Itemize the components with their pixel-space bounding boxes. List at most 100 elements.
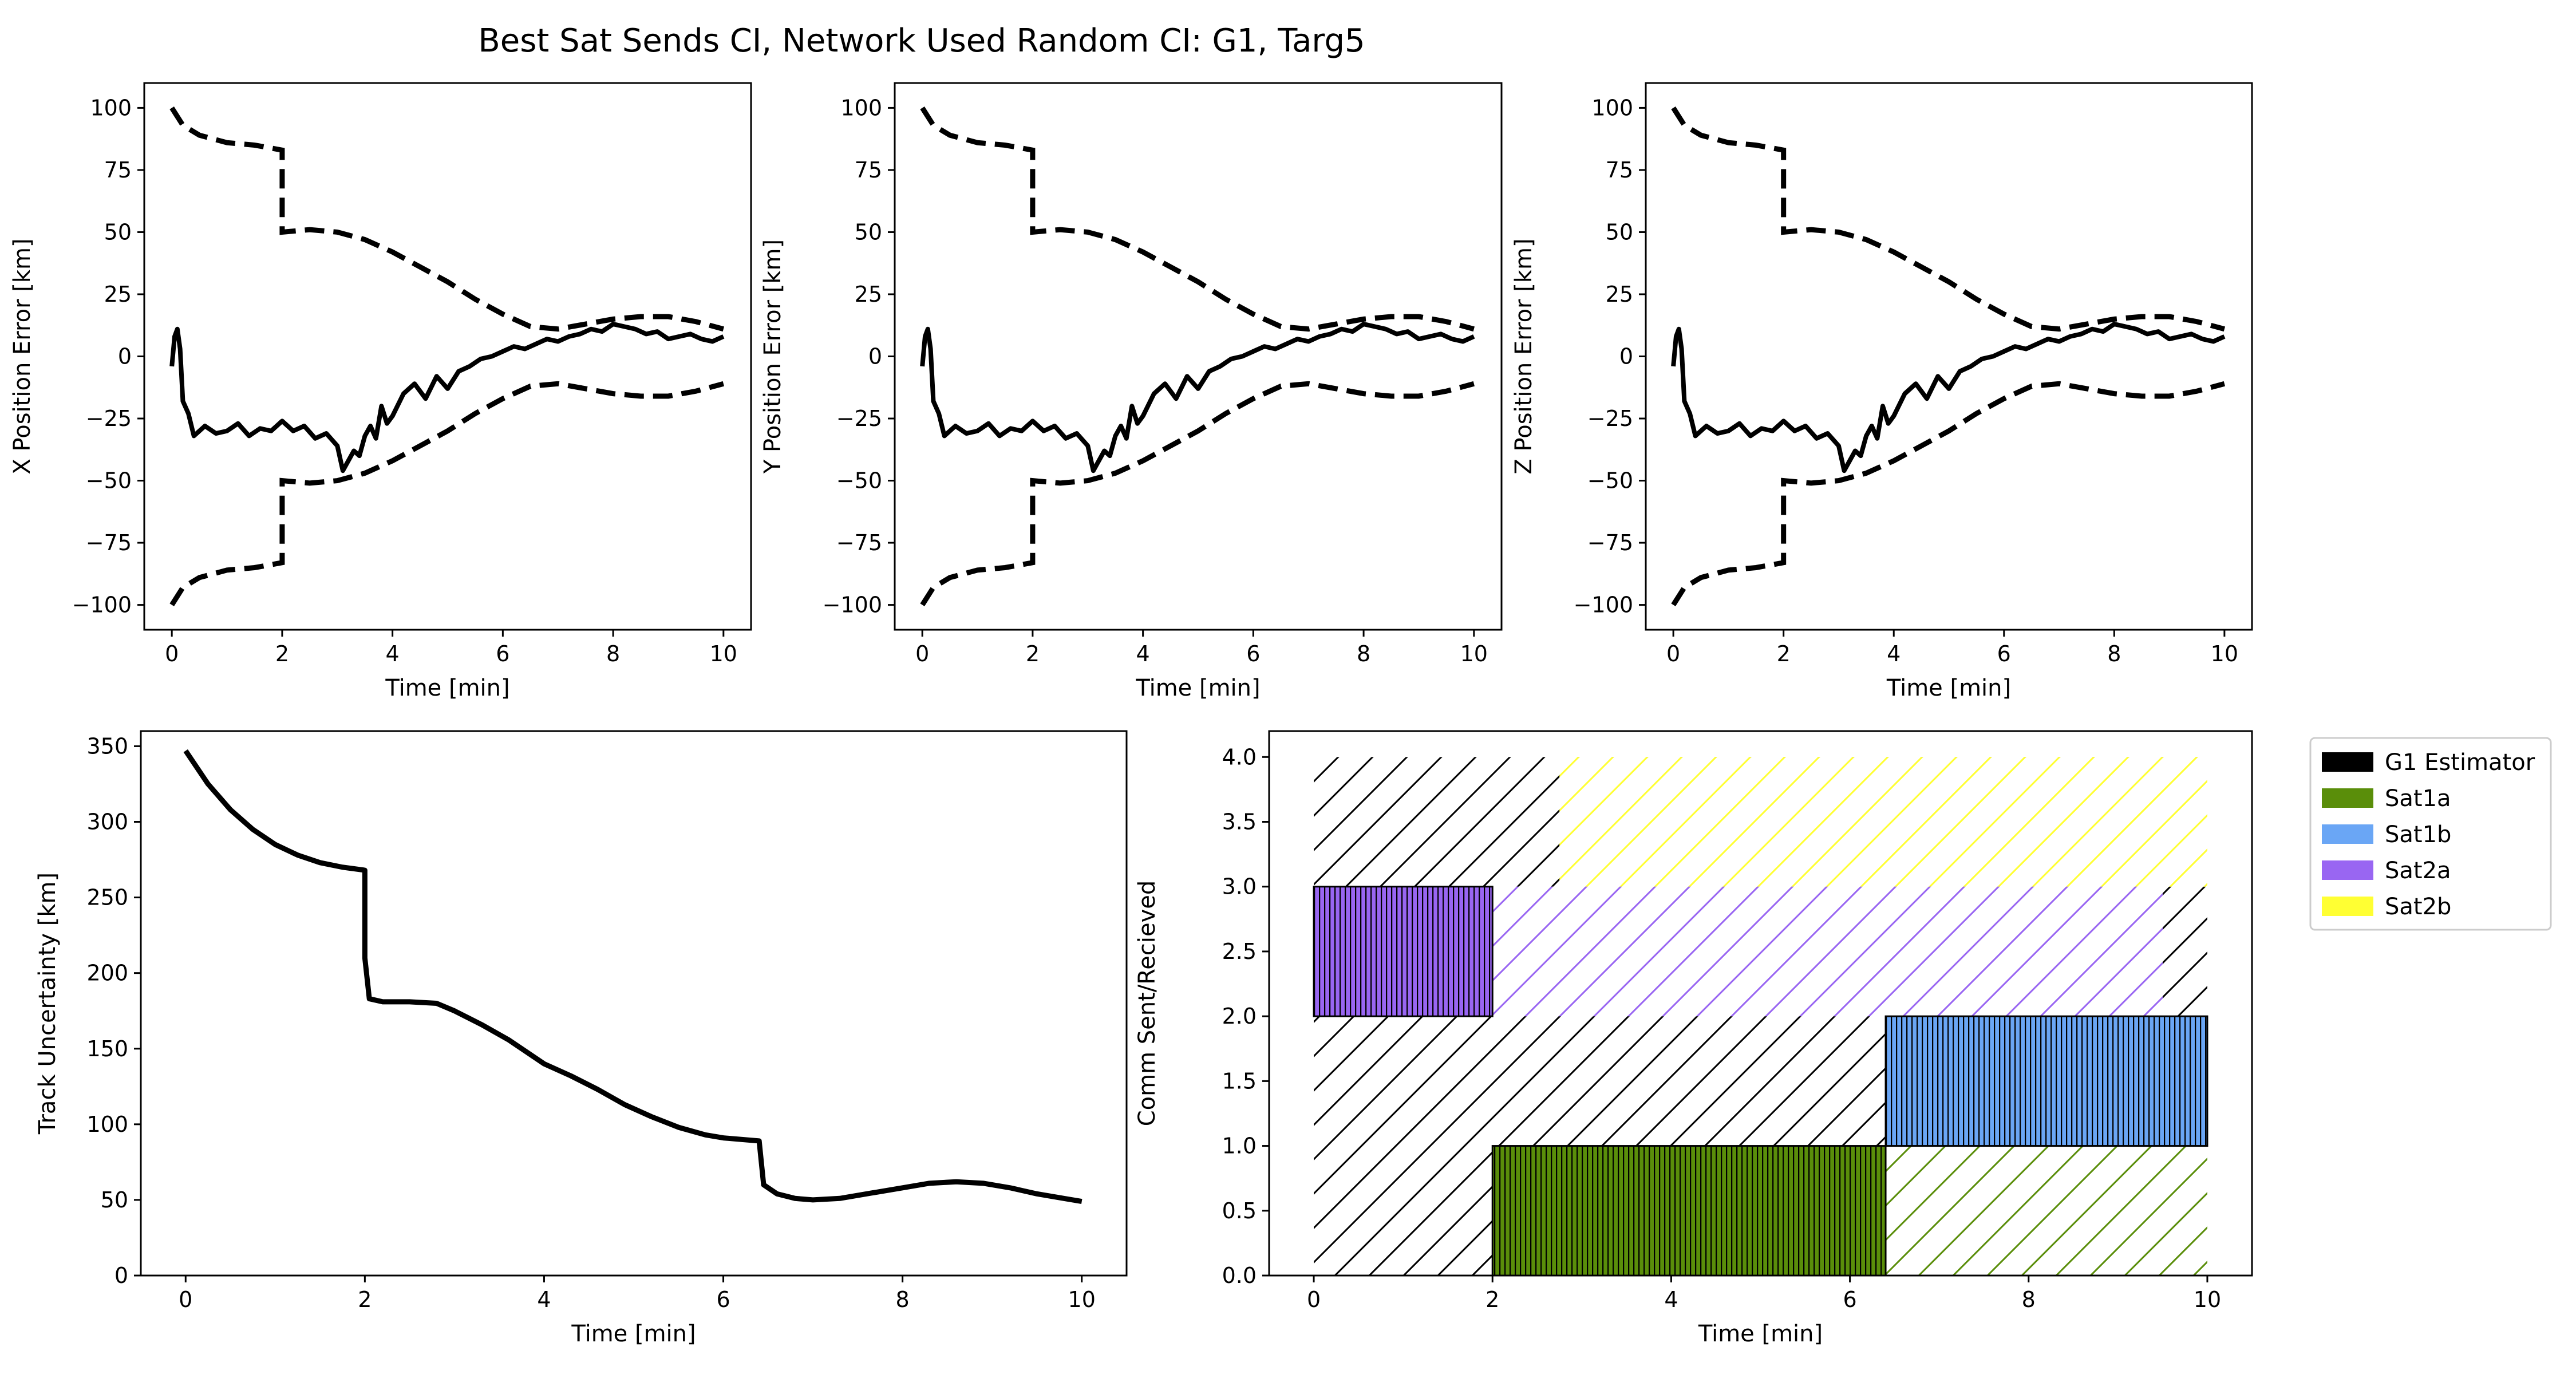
legend-swatch — [2322, 860, 2373, 880]
x-axis-label: Time [min] — [1135, 675, 1260, 701]
upper-bound-line — [169, 106, 724, 332]
y-tick-label: 25 — [855, 282, 882, 307]
y-tick-label: 0.5 — [1222, 1198, 1257, 1223]
comm-block-sat2a-solid — [1313, 886, 1494, 1017]
y-tick-label: 1.0 — [1222, 1134, 1257, 1159]
y-tick-label: 0 — [118, 344, 132, 369]
y-tick-label: 50 — [855, 219, 882, 244]
x-tick-label: 0 — [1666, 641, 1680, 666]
upper-bound-line — [1671, 106, 2226, 332]
y-tick-label: 0 — [868, 344, 882, 369]
comm-block-sat2a — [1492, 886, 2163, 1017]
y-tick-label: 200 — [86, 961, 128, 986]
plot-area-y — [920, 106, 1475, 607]
y-tick-label: −75 — [86, 530, 132, 555]
uncertainty-line — [183, 749, 1082, 1204]
comm-block-sat2b — [1559, 757, 2207, 887]
x-tick-label: 8 — [2107, 641, 2121, 666]
legend-label: G1 Estimator — [2385, 749, 2535, 776]
y-tick-label: 50 — [104, 219, 132, 244]
x-axis-label: Time [min] — [1886, 675, 2011, 701]
y-tick-label: 2.0 — [1222, 1004, 1257, 1029]
y-tick-label: 1.5 — [1222, 1068, 1257, 1093]
y-axis-label: X Position Error [km] — [9, 238, 35, 474]
x-tick-label: 0 — [1307, 1287, 1321, 1312]
plot-area-z — [1671, 106, 2226, 606]
x-tick-label: 8 — [606, 641, 620, 666]
panel-z: 0 2 4 6 8 10 −100 −75 −50 −25 0 25 50 75 100 Time [min]… — [1511, 82, 2253, 701]
y-tick-label: 0.0 — [1222, 1263, 1257, 1288]
y-axis-label: Comm Sent/Recieved — [1134, 881, 1160, 1127]
x-tick-label: 2 — [275, 641, 289, 666]
x-tick-label: 0 — [179, 1287, 192, 1312]
x-axis-label: Time [min] — [385, 675, 509, 701]
x-tick-label: 2 — [1777, 641, 1791, 666]
y-tick-label: 50 — [101, 1187, 128, 1213]
x-tick-label: 6 — [1843, 1287, 1856, 1312]
y-tick-label: 75 — [855, 157, 882, 183]
y-tick-label: 300 — [86, 810, 128, 835]
figure-title: Best Sat Sends CI, Network Used Random C… — [478, 22, 1365, 60]
legend-label: Sat1b — [2385, 822, 2451, 848]
y-tick-label: 2.5 — [1222, 939, 1257, 964]
y-axis-label: Track Uncertainty [km] — [34, 872, 61, 1135]
axes-frame — [1268, 730, 2253, 1277]
y-tick-label: 75 — [104, 157, 132, 183]
lower-bound-line — [1671, 381, 2226, 606]
x-tick-label: 6 — [496, 641, 509, 666]
axes-frame — [1645, 82, 2253, 631]
panel-y: 0 2 4 6 8 10 −100 −75 −50 −25 0 25 50 75 100 Time [min]… — [760, 82, 1503, 701]
y-tick-label: 50 — [1606, 219, 1633, 244]
legend-swatch — [2322, 897, 2373, 916]
y-tick-label: 100 — [1591, 95, 1633, 120]
x-tick-label: 0 — [915, 641, 929, 666]
y-tick-label: −25 — [836, 406, 882, 431]
axes-frame — [894, 82, 1503, 631]
legend: G1 Estimator Sat1a Sat1b Sat2a Sat2b — [2309, 737, 2552, 931]
y-tick-label: 100 — [840, 95, 882, 120]
plot-area-track — [183, 749, 1082, 1204]
x-tick-label: 6 — [1997, 641, 2011, 666]
x-tick-label: 6 — [1246, 641, 1260, 666]
x-tick-label: 4 — [537, 1287, 551, 1312]
axes-frame — [140, 730, 1128, 1277]
error-line — [169, 322, 725, 473]
x-tick-label: 10 — [710, 641, 737, 666]
error-line — [1671, 322, 2226, 473]
y-tick-label: −100 — [72, 593, 132, 618]
x-tick-label: 6 — [716, 1287, 730, 1312]
x-tick-label: 10 — [1068, 1287, 1096, 1312]
plot-area-x — [169, 106, 725, 607]
y-tick-label: 0 — [114, 1263, 128, 1288]
x-axis-label: Time [min] — [571, 1321, 696, 1347]
axes-frame — [143, 82, 752, 631]
x-tick-label: 2 — [1485, 1287, 1499, 1312]
legend-swatch — [2322, 788, 2373, 808]
y-axis-label: Y Position Error [km] — [760, 239, 786, 474]
legend-swatch — [2322, 824, 2373, 844]
comm-block-sat1a-solid — [1491, 1145, 1887, 1276]
comm-block-sat1b-solid — [1884, 1015, 2208, 1147]
y-tick-label: −100 — [823, 593, 882, 618]
legend-label: Sat2a — [2385, 858, 2451, 884]
x-tick-label: 2 — [1026, 641, 1040, 666]
y-tick-label: 0 — [1619, 344, 1633, 369]
y-tick-label: 250 — [86, 885, 128, 910]
x-tick-label: 0 — [165, 641, 179, 666]
y-tick-label: 100 — [86, 1112, 128, 1137]
y-tick-label: −50 — [836, 468, 882, 493]
y-tick-label: 3.0 — [1222, 874, 1257, 899]
y-tick-label: 150 — [86, 1036, 128, 1061]
x-tick-label: 10 — [2194, 1287, 2221, 1312]
legend-label: Sat1a — [2385, 785, 2451, 812]
legend-box — [2309, 737, 2552, 931]
panel-x: 0 2 4 6 8 10 −100 −75 −50 −25 0 25 50 75 100 Time [min]… — [9, 82, 752, 701]
y-axis-label: Z Position Error [km] — [1511, 238, 1537, 474]
y-tick-label: −50 — [86, 468, 132, 493]
y-tick-label: 350 — [86, 733, 128, 759]
legend-label: Sat2b — [2385, 894, 2451, 920]
x-axis-label: Time [min] — [1698, 1321, 1823, 1347]
y-tick-label: −25 — [1587, 406, 1633, 431]
lower-bound-line — [169, 381, 724, 607]
x-tick-label: 4 — [1664, 1287, 1678, 1312]
